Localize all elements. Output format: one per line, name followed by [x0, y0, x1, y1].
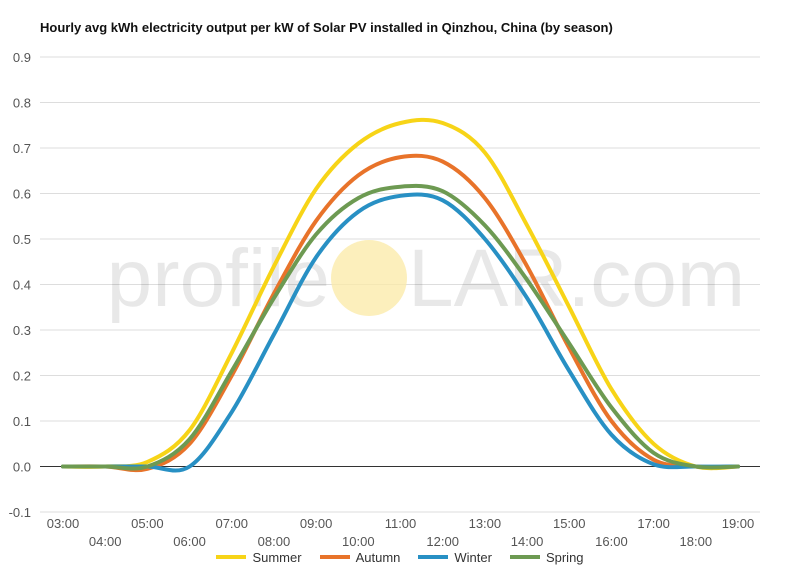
profilesolar-watermark: profile LAR.com: [107, 233, 746, 324]
x-axis-tick-labels: 03:00 04:00 05:00 06:00 07:00 08:00 09:00 10:00…: [47, 516, 755, 549]
legend-item-winter[interactable]: Winter: [418, 549, 492, 565]
legend-swatch: [418, 554, 449, 559]
x-tick-label: 18:00: [680, 534, 713, 549]
y-tick-label: 0.0: [13, 460, 31, 475]
x-tick-label: 07:00: [215, 516, 248, 531]
x-tick-label: 10:00: [342, 534, 375, 549]
y-tick-label: 0.8: [13, 96, 31, 111]
legend-swatch: [319, 554, 350, 559]
x-tick-label: 15:00: [553, 516, 586, 531]
y-axis-tick-labels: -0.1 0.0 0.1 0.2 0.3 0.4 0.5 0.6 0.7 0.8 0.9: [9, 50, 31, 520]
legend-item-summer[interactable]: Summer: [216, 549, 302, 566]
legend-item-spring[interactable]: Spring: [509, 549, 584, 566]
x-tick-label: 17:00: [637, 516, 670, 531]
watermark-text-left: profile: [107, 233, 330, 324]
x-tick-label: 05:00: [131, 516, 164, 531]
x-tick-label: 14:00: [511, 534, 544, 549]
x-tick-label: 16:00: [595, 534, 628, 549]
legend-label: Autumn: [355, 550, 401, 566]
y-tick-label: 0.3: [13, 323, 31, 338]
legend-swatch: [216, 554, 247, 559]
y-tick-label: 0.5: [13, 232, 31, 247]
legend-label: Summer: [252, 550, 302, 566]
y-tick-label: -0.1: [9, 505, 31, 520]
x-tick-label: 08:00: [258, 534, 291, 549]
legend-label: Winter: [454, 550, 492, 566]
x-tick-label: 03:00: [47, 516, 80, 531]
series-lines: [61, 117, 740, 473]
y-tick-label: 0.9: [13, 50, 31, 65]
x-tick-label: 09:00: [300, 516, 333, 531]
x-tick-label: 13:00: [469, 516, 502, 531]
y-tick-label: 0.7: [13, 141, 31, 156]
legend: Summer Autumn Winter Spring: [0, 549, 800, 565]
series-line-autumn: [61, 153, 740, 473]
series-line-spring: [61, 183, 740, 471]
legend-swatch: [509, 554, 540, 559]
x-tick-label: 19:00: [722, 516, 755, 531]
y-tick-label: 0.1: [13, 414, 31, 429]
series-line-winter: [61, 192, 740, 473]
x-tick-label: 06:00: [173, 534, 206, 549]
y-tick-label: 0.4: [13, 278, 31, 293]
x-tick-label: 12:00: [426, 534, 459, 549]
y-tick-label: 0.2: [13, 369, 31, 384]
x-tick-label: 04:00: [89, 534, 122, 549]
chart-title: Hourly avg kWh electricity output per kW…: [40, 20, 613, 35]
legend-item-autumn[interactable]: Autumn: [319, 549, 401, 566]
watermark-sun-icon: [331, 240, 407, 316]
y-tick-label: 0.6: [13, 187, 31, 202]
watermark-text-right: LAR.com: [408, 233, 745, 324]
grid-lines: [40, 56, 760, 513]
x-tick-label: 11:00: [385, 516, 417, 531]
legend-label: Spring: [545, 550, 584, 566]
series-line-summer: [61, 117, 740, 471]
